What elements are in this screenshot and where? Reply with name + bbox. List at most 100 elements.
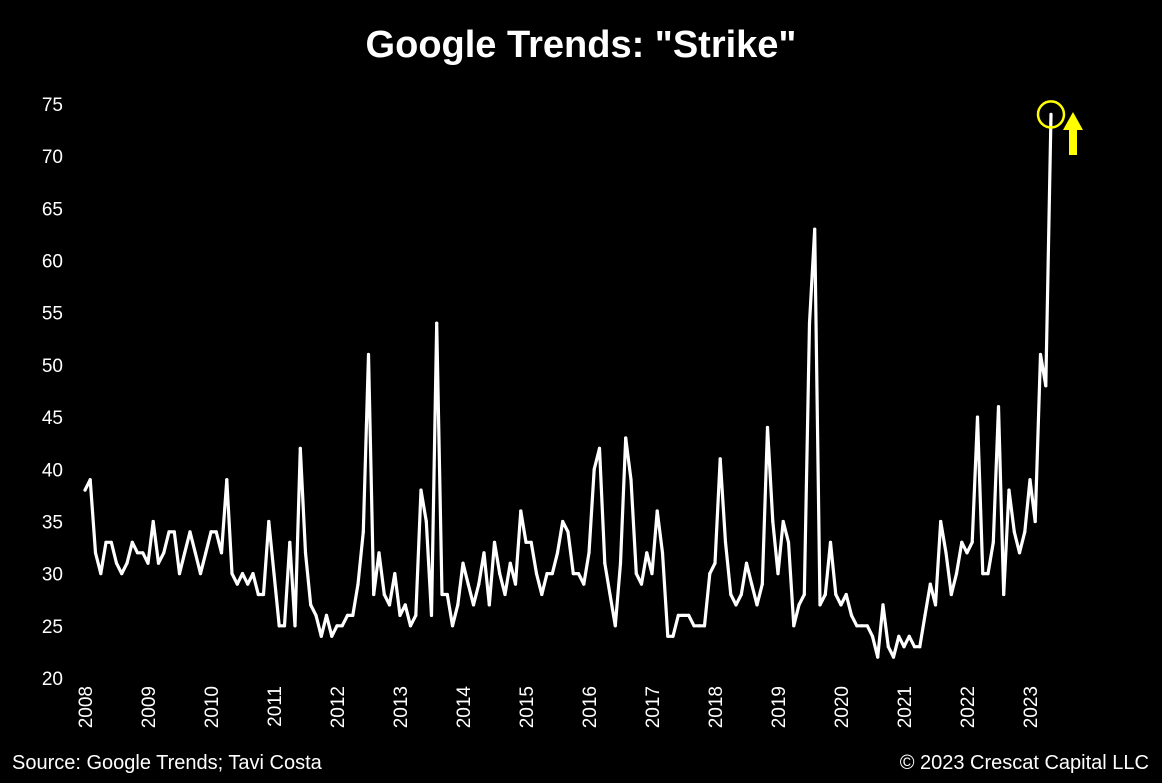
data-point bbox=[907, 634, 911, 638]
data-point bbox=[660, 551, 665, 555]
data-point bbox=[135, 551, 140, 555]
y-tick-label: 30 bbox=[42, 565, 63, 586]
data-point bbox=[954, 572, 959, 576]
data-point bbox=[366, 352, 371, 357]
data-point bbox=[183, 551, 187, 555]
data-point bbox=[235, 582, 239, 586]
data-point bbox=[151, 519, 155, 524]
data-point bbox=[382, 592, 386, 597]
data-point bbox=[1023, 530, 1027, 534]
data-point bbox=[88, 478, 92, 482]
data-point bbox=[498, 572, 502, 576]
data-point bbox=[939, 519, 943, 524]
data-point bbox=[503, 592, 507, 597]
data-point bbox=[130, 540, 134, 544]
data-point bbox=[277, 624, 281, 628]
y-tick-label: 55 bbox=[42, 304, 63, 325]
data-point bbox=[666, 634, 670, 638]
data-point bbox=[618, 561, 623, 565]
data-point bbox=[603, 561, 607, 565]
data-point bbox=[981, 572, 985, 576]
data-point bbox=[582, 582, 586, 586]
data-point bbox=[377, 551, 381, 555]
data-point bbox=[214, 530, 218, 534]
x-tick-label: 2009 bbox=[139, 686, 160, 728]
data-point bbox=[492, 540, 497, 544]
data-point bbox=[844, 592, 848, 597]
x-tick-label: 2021 bbox=[895, 686, 916, 728]
data-point bbox=[109, 540, 113, 544]
x-tick-label: 2014 bbox=[454, 686, 475, 729]
x-tick-label: 2013 bbox=[391, 686, 412, 728]
data-point bbox=[162, 551, 166, 555]
data-point bbox=[540, 592, 544, 597]
data-point bbox=[288, 540, 292, 544]
data-point bbox=[671, 634, 675, 638]
data-point bbox=[561, 519, 565, 524]
data-point bbox=[351, 613, 355, 618]
data-point bbox=[1012, 530, 1016, 534]
data-point bbox=[876, 655, 880, 659]
data-point bbox=[970, 540, 974, 544]
data-point bbox=[912, 645, 917, 649]
data-point bbox=[219, 551, 224, 555]
data-point bbox=[1028, 478, 1032, 482]
data-point bbox=[156, 561, 161, 565]
y-tick-label: 25 bbox=[42, 617, 63, 638]
data-point bbox=[104, 540, 108, 544]
data-point bbox=[267, 519, 271, 524]
data-point bbox=[734, 603, 738, 607]
data-point bbox=[282, 624, 287, 628]
data-point bbox=[629, 478, 633, 482]
data-point bbox=[298, 446, 302, 450]
data-point bbox=[975, 415, 980, 419]
data-point bbox=[209, 530, 213, 534]
data-point bbox=[718, 457, 722, 461]
data-point bbox=[361, 530, 365, 534]
data-point bbox=[839, 603, 843, 607]
x-tick-label: 2018 bbox=[706, 686, 727, 728]
data-point bbox=[513, 582, 518, 586]
data-point bbox=[897, 634, 901, 638]
x-tick-label: 2012 bbox=[328, 686, 349, 728]
data-point bbox=[1002, 592, 1006, 597]
data-point bbox=[293, 624, 297, 628]
data-point bbox=[240, 572, 245, 576]
data-point bbox=[697, 624, 701, 628]
y-tick-label: 50 bbox=[42, 356, 63, 377]
y-tick-label: 35 bbox=[42, 512, 63, 533]
data-point bbox=[256, 592, 260, 597]
data-point bbox=[429, 613, 434, 618]
series-line bbox=[83, 114, 1053, 659]
data-point bbox=[435, 321, 439, 325]
data-point bbox=[414, 613, 418, 618]
data-point bbox=[776, 572, 780, 576]
data-point bbox=[933, 603, 938, 607]
data-point bbox=[403, 603, 407, 607]
data-point bbox=[608, 592, 612, 597]
data-point bbox=[167, 530, 171, 534]
data-point bbox=[855, 624, 859, 628]
data-point bbox=[1049, 112, 1053, 116]
data-point bbox=[723, 540, 728, 544]
data-point bbox=[172, 530, 176, 534]
data-point bbox=[555, 551, 560, 555]
data-point bbox=[335, 624, 339, 628]
x-tick-label: 2017 bbox=[643, 686, 664, 728]
data-point bbox=[251, 572, 255, 576]
data-point bbox=[681, 613, 686, 618]
data-point bbox=[828, 540, 833, 544]
data-point bbox=[225, 478, 229, 482]
data-point bbox=[886, 645, 890, 649]
copyright-note: © 2023 Crescat Capital LLC bbox=[899, 752, 1149, 774]
data-point bbox=[261, 592, 266, 597]
data-point bbox=[519, 509, 523, 513]
data-point bbox=[991, 540, 995, 544]
data-point bbox=[655, 509, 659, 513]
data-point bbox=[1038, 352, 1043, 357]
y-tick-label: 75 bbox=[42, 95, 63, 116]
data-point bbox=[177, 572, 182, 576]
data-point bbox=[534, 572, 539, 576]
source-note: Source: Google Trends; Tavi Costa bbox=[12, 752, 322, 774]
